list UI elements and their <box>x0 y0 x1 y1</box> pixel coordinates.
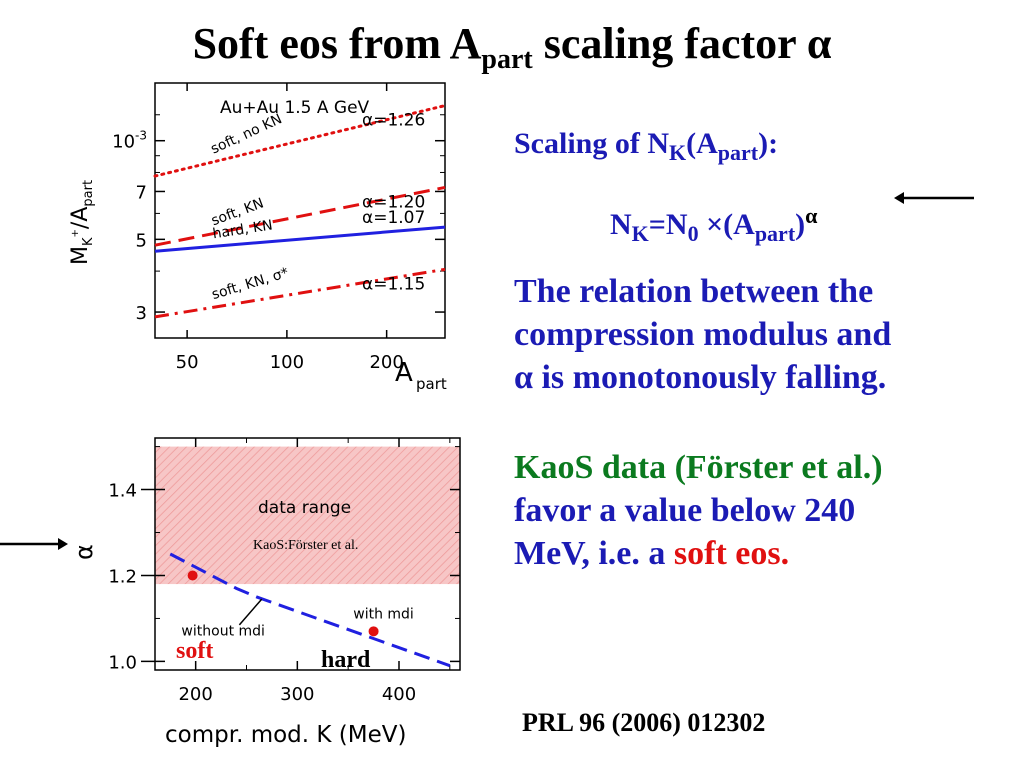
x-axis-label: compr. mod. K (MeV) <box>165 722 406 748</box>
band-label: data range <box>258 498 351 518</box>
x-tick-label: 300 <box>280 684 314 705</box>
y-tick-label: 7 <box>136 182 147 203</box>
kaos-text: KaoS data (Förster et al.) favor a value… <box>514 449 883 572</box>
relation-text: The relation between the compression mod… <box>514 273 892 396</box>
y-tick-label: 3 <box>136 303 147 324</box>
series-alpha-label: α=1.07 <box>362 208 425 228</box>
y-tick-label: 1.4 <box>108 481 137 502</box>
x-tick-label: 200 <box>178 684 212 705</box>
y-tick-label: 10-3 <box>112 129 147 153</box>
series-line-3 <box>154 267 446 319</box>
plot-frame <box>154 82 446 339</box>
label-leader <box>238 598 263 626</box>
x-tick-label: 400 <box>382 684 416 705</box>
apart-scaling-chart: 50 100 200 10-3 7 5 3 Au+Au 1.5 A GeV soft, no… <box>68 82 447 393</box>
series-alpha-label: α=1.15 <box>362 274 425 294</box>
band-sublabel: KaoS:Förster et al. <box>253 538 358 553</box>
scaling-formula: NK=N0 ×(Apart)α <box>610 203 818 246</box>
scaling-heading: Scaling of NK(Apart): <box>514 127 779 165</box>
hard-label: hard <box>321 647 371 673</box>
series-name-label: soft, no KN <box>208 111 284 157</box>
x-tick-label: 200 <box>369 352 403 373</box>
alpha-arrow-left <box>0 538 68 550</box>
y-tick-label: 5 <box>136 230 147 251</box>
series-line-2 <box>154 225 446 253</box>
y-tick-label: 1.0 <box>108 652 137 673</box>
x-axis-label: A <box>395 358 413 388</box>
y-tick-label: 1.2 <box>108 566 137 587</box>
series-label: without mdi <box>181 624 265 640</box>
series-alpha-label: α=1.26 <box>362 111 425 131</box>
series-alpha-label: α=1.20 <box>362 192 425 212</box>
x-tick-label: 100 <box>270 352 304 373</box>
data-point <box>187 570 198 581</box>
series-line-0 <box>153 104 447 178</box>
y-axis-label: MK+/Apart <box>68 180 96 265</box>
series-line-1 <box>154 185 446 247</box>
y-axis-label: α <box>70 544 98 560</box>
chart-title: Au+Au 1.5 A GeV <box>220 98 370 118</box>
without-mdi-line <box>169 552 451 668</box>
data-range-band <box>155 446 460 585</box>
plot-frame <box>154 437 461 671</box>
reference: PRL 96 (2006) 012302 <box>522 708 766 737</box>
x-axis-label-sub: part <box>416 375 447 393</box>
alpha-vs-compression-chart: 200 300 400 1.0 1.2 1.4 data range KaoS:Först… <box>70 437 461 748</box>
series-label: with mdi <box>353 606 414 622</box>
data-point <box>368 626 379 637</box>
soft-label: soft <box>176 638 214 664</box>
alpha-arrow-right <box>894 192 974 204</box>
x-tick-label: 50 <box>176 352 199 373</box>
slide-title: Soft eos from Apart scaling factor α <box>192 19 832 75</box>
